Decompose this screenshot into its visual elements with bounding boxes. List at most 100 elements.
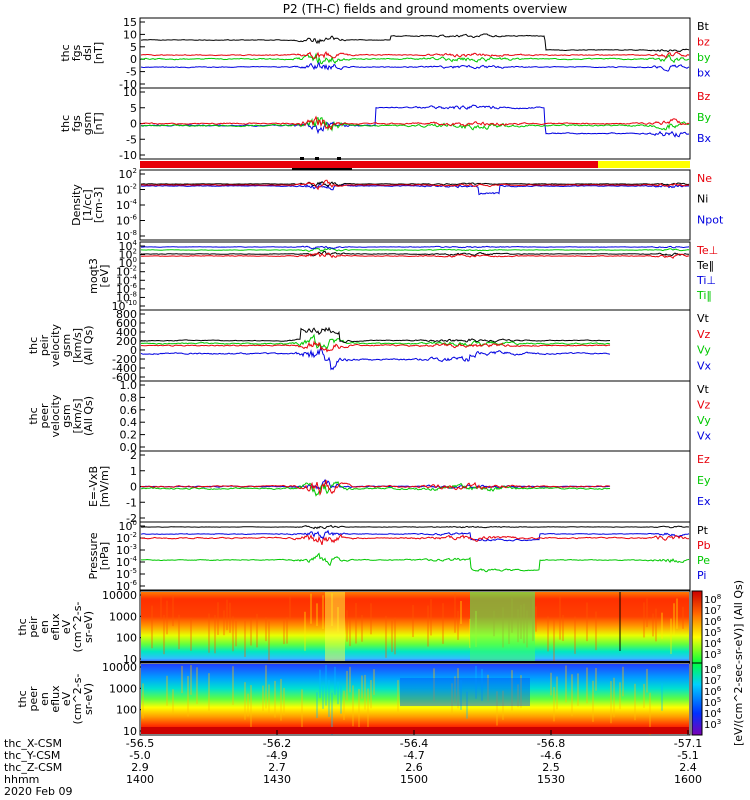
series-red (140, 51, 690, 59)
y-tick-exponent: -8 (130, 290, 137, 298)
spectrogram-streak (586, 602, 588, 642)
y-tick-label: 10-6 (116, 214, 138, 228)
spectrogram-streak (634, 683, 636, 721)
panel-frame (139, 380, 691, 452)
spectrogram-streak (553, 619, 555, 663)
mode-bar-yellow (598, 161, 690, 168)
spectrogram-streak (208, 613, 210, 653)
panel-peer-spec: 10000 1000 100 10 thcpeerenefluxeV(cm^2-s-sr… (16, 661, 691, 738)
colorbar-tick-label: 103 (704, 648, 721, 661)
series-black (141, 33, 690, 53)
spectrogram-streak (250, 685, 252, 728)
spectrogram-streak (643, 683, 645, 708)
spectrogram-streak (172, 595, 174, 627)
panel-efield: 2 1 0 -1 -2 E=-VxB[mV/m] Ez Ey Ex (87, 449, 711, 525)
spectrogram-streak (373, 669, 375, 695)
x-row-value: -5.1 (677, 749, 698, 762)
legend-Pi: Pi (697, 569, 706, 582)
spectrogram-streak (646, 668, 648, 693)
y-axis-label-line: moqt3 (87, 258, 100, 294)
y-axis-label-line: fgs (70, 44, 83, 61)
y-tick-label: 5 (130, 41, 137, 54)
spectrogram-streak (280, 678, 282, 721)
spectrogram-streak (394, 617, 396, 655)
colorbar-tick-exponent: 4 (717, 637, 722, 645)
y-axis-label-line: en (38, 692, 51, 706)
legend-Pt: Pt (697, 524, 709, 537)
spectrogram-streak (451, 683, 453, 715)
y-tick-label: 1000 (109, 610, 137, 623)
y-axis-label-line: (cm^2-s- (71, 674, 84, 725)
x-row-label: thc_Z-CSM (4, 761, 62, 774)
series-green (140, 333, 611, 350)
spectrogram-streak (187, 675, 189, 717)
y-tick-label: 1 (130, 465, 137, 478)
spectrogram (141, 664, 689, 735)
y-tick-exponent: -2 (130, 531, 137, 539)
legend-Vz: Vz (697, 328, 711, 341)
legend-Bx: Bx (697, 132, 712, 145)
y-tick-label: 0 (130, 118, 137, 131)
y-axis-label-line: (All Qs) (82, 325, 95, 365)
spectrogram-streak (361, 675, 363, 699)
spectrogram-streak (391, 620, 393, 652)
colorbar-tick-exponent: 5 (717, 626, 721, 634)
y-tick-label: 5 (130, 102, 137, 115)
spectrogram-streak (217, 602, 219, 635)
series-green (140, 117, 690, 132)
spectrogram-streak (562, 614, 564, 641)
spectrogram-streak (262, 685, 264, 712)
legend-Bz: Bz (697, 90, 711, 103)
spectrogram-streak (268, 684, 270, 714)
y-axis-label: Density[1/cc][cm-3] (70, 184, 105, 226)
y-tick-label: 1.0 (120, 379, 138, 392)
legend-Vx: Vx (697, 359, 712, 372)
series-black (140, 250, 690, 257)
colorbar-tick-exponent: 7 (717, 604, 721, 612)
y-tick-label: -5 (126, 133, 137, 146)
colorbar-label: [eV/(cm^2-sec-sr-eV)] (All Qs) (732, 580, 745, 746)
panel-pressure: 10010-210-310-410-510-6Pressure[nPa]PtPb… (87, 519, 711, 593)
y-axis-label-line: thc (27, 407, 40, 424)
spectrogram-streak (286, 617, 288, 644)
panel-density: 10210-210-410-610-8Density[1/cc][cm-3]Ne… (70, 167, 724, 243)
y-tick-exponent: 0 (133, 519, 137, 527)
spectrogram-streak (553, 687, 555, 722)
y-tick-label: -600 (112, 371, 137, 384)
spectrogram-streak (163, 614, 165, 655)
series-red (140, 340, 611, 353)
y-tick-exponent: -6 (130, 579, 138, 587)
spectrogram-streak (304, 611, 306, 651)
x-row-value: 1430 (263, 773, 291, 786)
spectrogram-streak (655, 608, 657, 642)
spectrogram-streak (274, 680, 276, 718)
x-row-label: thc_Y-CSM (4, 749, 60, 762)
spectrogram-streak (646, 598, 648, 628)
y-axis-label-line: peir (38, 334, 51, 356)
series-black (140, 524, 690, 530)
legend-Vz: Vz (697, 399, 711, 412)
x-row-value: -4.9 (266, 749, 287, 762)
spectrogram-streak (196, 667, 198, 704)
y-tick-label: -10 (119, 149, 137, 162)
series-blue (140, 182, 689, 196)
legend-by: by (697, 51, 711, 64)
series-red (140, 479, 611, 497)
panel-frame (139, 662, 691, 736)
spectrogram-streak (340, 685, 342, 714)
spectrogram-streak (466, 691, 468, 719)
spectrogram-streak (301, 689, 303, 732)
y-axis-label-line: gsm (60, 404, 73, 427)
spectrogram-region (400, 678, 530, 706)
y-tick-label: 10000 (102, 589, 137, 602)
spectrogram-streak (235, 620, 237, 647)
y-axis-label-line: dsl (81, 45, 94, 61)
spectrogram-region (470, 592, 535, 662)
y-axis-label-line: [nPa] (98, 542, 111, 570)
